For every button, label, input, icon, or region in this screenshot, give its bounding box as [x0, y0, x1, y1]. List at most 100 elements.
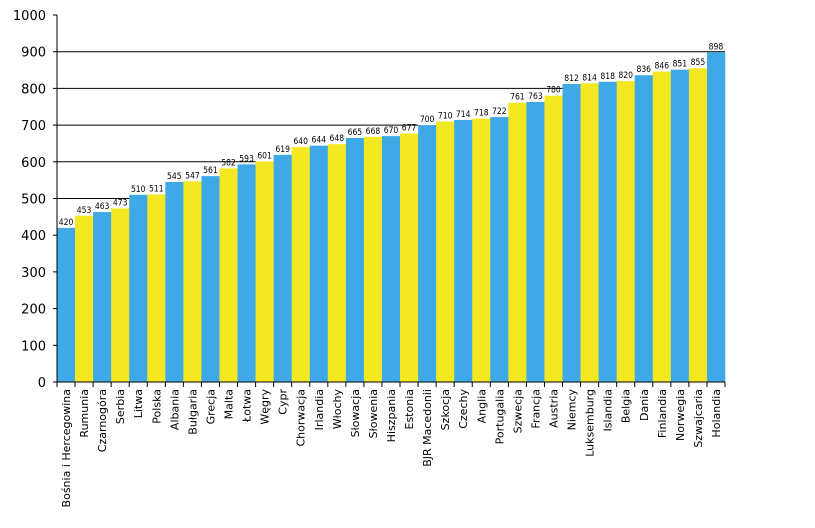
data-label-12: 619 — [275, 145, 290, 155]
category-label-5: Polska — [150, 389, 163, 424]
bar-32 — [634, 75, 654, 382]
category-label-7: Bułgaria — [186, 389, 199, 435]
bar-8 — [201, 176, 220, 382]
category-label-34: Norwegia — [674, 389, 687, 441]
y-tick-label-900: 900 — [21, 46, 46, 61]
bar-20 — [418, 125, 437, 382]
bar-33 — [652, 71, 672, 383]
category-label-17: Słowenia — [367, 389, 380, 438]
category-label-1: Rumunia — [78, 389, 91, 438]
bar-0 — [57, 227, 76, 382]
axes — [53, 14, 726, 387]
bar-14 — [309, 145, 329, 382]
category-label-31: Belgia — [620, 389, 633, 423]
bar-7 — [183, 181, 202, 382]
category-label-30: Islandia — [602, 389, 615, 432]
data-label-9: 582 — [221, 158, 236, 168]
category-label-13: Chorwacja — [295, 389, 308, 447]
bar-27 — [544, 95, 563, 383]
data-label-8: 561 — [203, 166, 218, 176]
category-label-8: Grecja — [204, 389, 217, 424]
y-tick-labels: 0 100 200 300 400 500 600 700 800 900 1000 — [13, 9, 46, 391]
category-label-23: Anglia — [475, 389, 488, 423]
data-label-4: 510 — [131, 185, 146, 195]
bar-5 — [147, 194, 166, 382]
bar-21 — [436, 121, 455, 383]
data-label-30: 818 — [600, 72, 615, 82]
category-label-15: Włochy — [331, 389, 344, 430]
data-label-33: 846 — [655, 62, 670, 72]
category-label-27: Austria — [547, 389, 560, 428]
data-label-14: 644 — [311, 136, 326, 146]
x-tick-labels: Bośnia i Hercegowina Rumunia Czarnogóra Ser… — [60, 389, 723, 508]
data-label-32: 836 — [636, 65, 651, 75]
category-label-21: Szkocja — [439, 389, 452, 430]
category-label-32: Dania — [638, 389, 651, 421]
category-label-20: BJR Macedonii — [421, 389, 434, 467]
bar-24 — [490, 117, 509, 382]
data-label-31: 820 — [618, 71, 633, 81]
category-label-6: Albania — [168, 389, 181, 430]
data-label-29: 814 — [582, 73, 597, 83]
data-label-1: 453 — [77, 206, 92, 216]
bar-34 — [670, 69, 690, 383]
bar-26 — [526, 101, 545, 382]
bar-25 — [508, 102, 527, 383]
category-label-10: Łotwa — [241, 389, 254, 423]
category-label-2: Czarnogóra — [96, 389, 109, 452]
bar-1 — [75, 215, 94, 382]
category-label-29: Luksemburg — [584, 389, 597, 457]
bar-29 — [580, 83, 599, 382]
category-label-4: Litwa — [132, 389, 145, 418]
y-tick-label-1000: 1000 — [13, 9, 46, 24]
bar-18 — [381, 136, 401, 382]
y-tick-label-400: 400 — [21, 229, 46, 244]
data-label-17: 668 — [366, 127, 381, 137]
category-label-0: Bośnia i Hercegowina — [60, 389, 73, 507]
category-label-16: Słowacja — [349, 389, 362, 437]
bars — [57, 52, 726, 383]
data-label-2: 463 — [95, 202, 110, 212]
data-label-18: 670 — [384, 126, 399, 136]
data-label-19: 677 — [402, 124, 417, 134]
data-label-6: 545 — [167, 172, 182, 182]
data-label-27: 780 — [546, 86, 561, 96]
y-tick-label-0: 0 — [38, 376, 46, 391]
y-tick-label-300: 300 — [21, 266, 46, 281]
grid-lines — [57, 51, 725, 199]
bar-17 — [363, 136, 383, 382]
bar-35 — [688, 68, 708, 382]
data-label-26: 763 — [528, 92, 543, 102]
bar-4 — [129, 194, 148, 382]
bar-6 — [165, 181, 184, 382]
bar-9 — [219, 168, 238, 382]
data-label-35: 855 — [691, 58, 706, 68]
category-label-19: Estonia — [403, 389, 416, 430]
bar-28 — [562, 84, 581, 382]
data-label-15: 648 — [330, 134, 345, 144]
data-label-20: 700 — [420, 115, 435, 125]
data-label-21: 710 — [438, 111, 453, 121]
category-label-36: Holandia — [710, 389, 723, 438]
category-label-14: Irlandia — [313, 389, 326, 430]
bar-10 — [237, 164, 256, 382]
bar-3 — [111, 208, 130, 382]
data-label-23: 718 — [474, 108, 489, 118]
category-label-3: Serbia — [114, 389, 127, 424]
category-label-12: Cypr — [277, 389, 290, 415]
category-label-28: Niemcy — [566, 389, 579, 431]
category-label-33: Finlandia — [656, 389, 669, 438]
bar-19 — [400, 133, 419, 382]
bar-12 — [273, 154, 292, 382]
bar-23 — [472, 118, 491, 383]
category-label-26: Francja — [529, 389, 542, 429]
y-tick-label-700: 700 — [21, 119, 46, 134]
category-label-11: Węgry — [259, 389, 272, 425]
data-label-5: 511 — [149, 184, 164, 194]
data-label-3: 473 — [113, 198, 128, 208]
bar-30 — [598, 81, 617, 382]
category-label-35: Szwajcaria — [692, 389, 705, 448]
category-label-22: Czechy — [457, 389, 470, 429]
data-label-11: 601 — [257, 151, 272, 161]
bar-36 — [706, 52, 726, 383]
